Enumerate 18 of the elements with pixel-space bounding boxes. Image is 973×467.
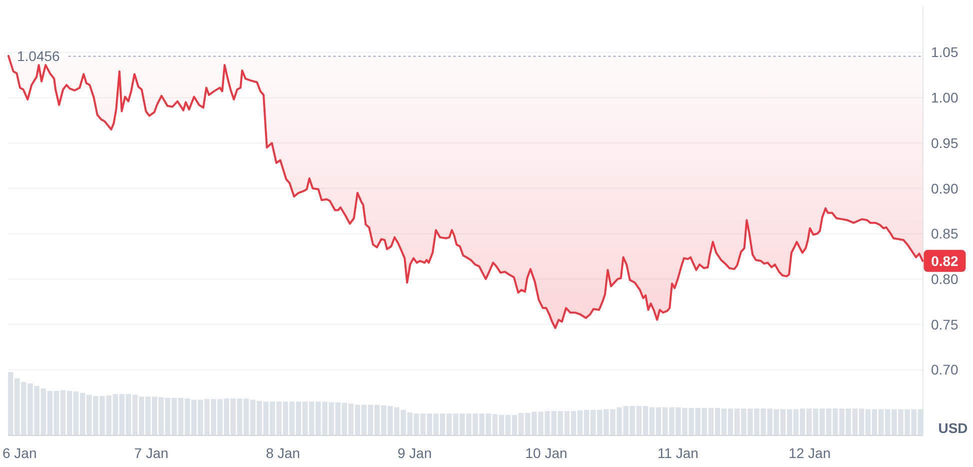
x-tick-label: 8 Jan xyxy=(266,445,300,461)
x-tick-label: 12 Jan xyxy=(788,445,831,461)
y-tick-label: 0.95 xyxy=(931,134,958,151)
y-tick-label: 0.75 xyxy=(931,316,958,332)
x-tick-label: 7 Jan xyxy=(134,445,168,461)
y-tick-label: 0.80 xyxy=(931,270,958,287)
x-tick-label: 9 Jan xyxy=(397,445,432,461)
x-tick-label: 11 Jan xyxy=(657,445,698,461)
ref-line-label: 1.0456 xyxy=(17,48,60,64)
annotation: 0.82 xyxy=(931,252,959,269)
x-tick-label: 6 Jan xyxy=(2,445,37,461)
y-tick-label: 0.85 xyxy=(931,226,958,242)
y-tick-label: 1.00 xyxy=(931,90,958,106)
y-tick-label: 1.05 xyxy=(931,44,958,60)
y-axis-title: USD xyxy=(938,420,968,436)
y-tick-label: 0.70 xyxy=(931,362,958,378)
y-tick-label: 0.90 xyxy=(931,180,958,196)
x-tick-label: 10 Jan xyxy=(525,445,568,461)
